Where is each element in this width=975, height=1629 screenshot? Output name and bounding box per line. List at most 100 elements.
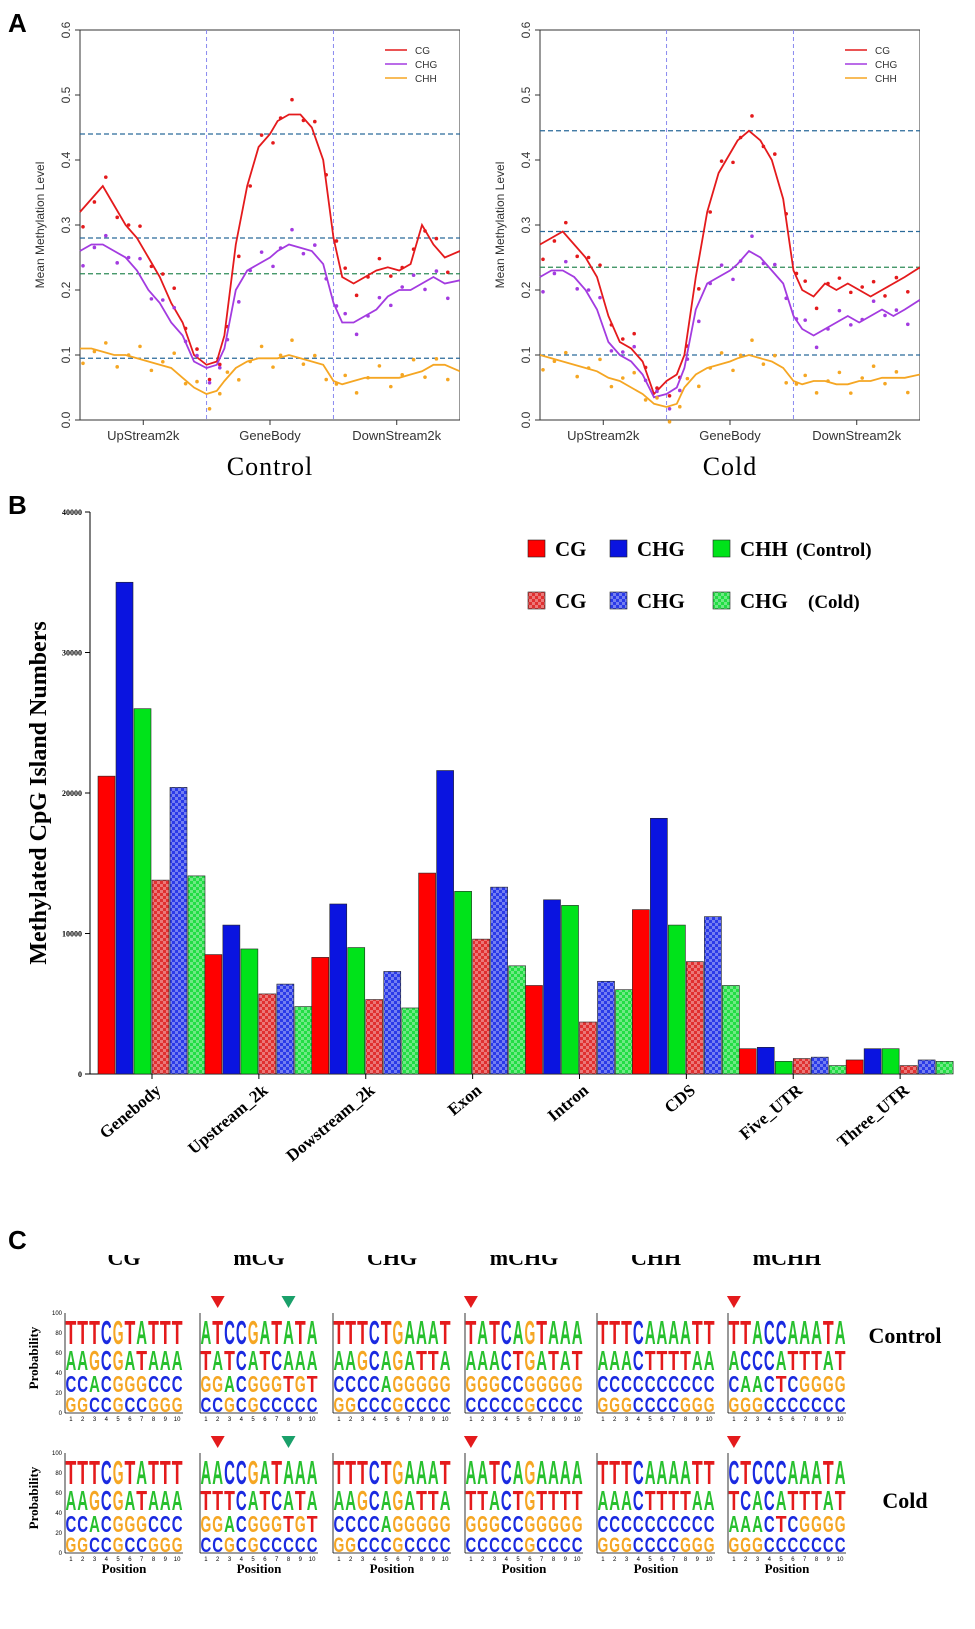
- b-x-tick-label: CDS: [661, 1081, 699, 1117]
- c-logo-letter: A: [160, 1345, 171, 1376]
- c-logo-letter: C: [598, 1511, 609, 1537]
- c-logo-letter: G: [536, 1511, 547, 1537]
- c-x-tick-label: 4: [637, 1557, 641, 1563]
- c-logo-letter: G: [811, 1511, 822, 1537]
- c-logo-letter: C: [66, 1511, 77, 1537]
- c-logo-letter: G: [489, 1511, 500, 1537]
- c-logo-letter: G: [740, 1534, 751, 1557]
- c-x-tick-label: 6: [528, 1417, 532, 1423]
- c-x-tick-label: 5: [779, 1417, 783, 1423]
- c-x-tick-label: 10: [174, 1557, 181, 1563]
- a-control-point-chg: [389, 303, 393, 308]
- c-logo-letter: T: [811, 1485, 822, 1516]
- c-logo-letter: A: [752, 1485, 763, 1516]
- c-logo-letter: C: [740, 1345, 751, 1376]
- c-x-tick-label: 4: [768, 1557, 772, 1563]
- a-cold-x-tick-label: GeneBody: [699, 428, 761, 443]
- a-control-point-chh: [237, 378, 241, 382]
- c-logo-letter: A: [416, 1455, 427, 1492]
- a-cold-point-chg: [837, 308, 842, 313]
- c-logo-letter: A: [752, 1371, 763, 1397]
- c-logo-letter: G: [752, 1394, 763, 1417]
- a-control-point-chg: [218, 365, 222, 370]
- c-logo-letter: G: [811, 1371, 822, 1397]
- c-logo-letter: A: [598, 1345, 609, 1376]
- c-logo-letter: G: [680, 1394, 691, 1417]
- legend-label-1: CHG: [637, 537, 685, 561]
- c-x-tick-label: 3: [93, 1417, 97, 1423]
- c-logo-letter: A: [729, 1345, 740, 1376]
- a-cold-point-chg: [814, 345, 819, 350]
- a-control-point-cg: [259, 133, 264, 137]
- c-x-tick-label: 2: [744, 1557, 748, 1563]
- c-logo-letter: A: [172, 1485, 183, 1516]
- c-logo-letter: G: [248, 1455, 259, 1492]
- c-logo-letter: A: [201, 1455, 212, 1492]
- c-x-tick-label: 8: [552, 1417, 556, 1423]
- c-logo-letter: T: [77, 1315, 88, 1352]
- c-logo-letter: A: [657, 1455, 668, 1492]
- c-logo-letter: C: [295, 1394, 306, 1417]
- a-control-point-chh: [138, 344, 142, 349]
- a-control-y-tick-label: 0.4: [59, 151, 73, 168]
- c-logo-letter: A: [788, 1315, 799, 1352]
- c-logo-letter: C: [101, 1511, 112, 1537]
- c-logo-letter: C: [224, 1315, 235, 1352]
- c-logo-letter: G: [489, 1371, 500, 1397]
- c-x-tick-label: 6: [263, 1417, 267, 1423]
- c-x-tick-label: 4: [505, 1557, 509, 1563]
- c-logo-letter: C: [201, 1534, 212, 1557]
- c-logo-letter: C: [668, 1371, 679, 1397]
- a-control-point-chg: [104, 233, 108, 238]
- c-x-tick-label: 5: [384, 1417, 388, 1423]
- a-control-point-chg: [423, 287, 427, 292]
- a-cold-point-cg: [761, 144, 766, 149]
- c-logo-letter: C: [77, 1511, 88, 1537]
- c-logo-letter: C: [621, 1371, 632, 1397]
- a-cold-point-chg: [667, 406, 672, 411]
- c-logo-letter: A: [560, 1315, 571, 1352]
- c-x-tick-label: 2: [744, 1417, 748, 1423]
- c-x-tick-label: 4: [505, 1417, 509, 1423]
- c-logo-letter: A: [752, 1315, 763, 1352]
- c-logo-letter: G: [201, 1511, 212, 1537]
- a-cold-point-chg: [860, 317, 864, 322]
- a-cold-point-chh: [667, 419, 672, 424]
- c-logo-letter: C: [560, 1394, 571, 1417]
- c-logo-letter: C: [260, 1534, 271, 1557]
- c-y-tick-label: 40: [55, 1511, 62, 1517]
- c-x-tick-label: 1: [337, 1417, 341, 1423]
- c-logo-letter: G: [172, 1394, 183, 1417]
- c-logo-letter: G: [212, 1371, 223, 1397]
- c-logo-letter: G: [393, 1345, 404, 1376]
- a-cold-point-chh: [575, 374, 579, 379]
- c-logo-letter: G: [548, 1511, 559, 1537]
- c-x-tick-label: 3: [228, 1417, 232, 1423]
- c-logo-letter: C: [236, 1315, 247, 1352]
- c-logo-letter: G: [548, 1371, 559, 1397]
- c-logo-letter: G: [89, 1345, 100, 1376]
- c-logo-letter: T: [172, 1315, 183, 1352]
- c-logo-letter: T: [788, 1485, 799, 1516]
- a-cold-point-chg: [708, 281, 712, 286]
- c-x-tick-label: 10: [837, 1417, 844, 1423]
- a-cold-point-cg: [784, 211, 788, 216]
- c-logo-letter: G: [799, 1511, 810, 1537]
- c-x-tick-label: 5: [116, 1417, 120, 1423]
- c-logo-letter: G: [609, 1394, 620, 1417]
- c-logo-letter: A: [536, 1345, 547, 1376]
- a-control-plot-frame: [79, 29, 460, 421]
- c-logo-letter: C: [489, 1394, 500, 1417]
- b-x-tick-label: Three_UTR: [833, 1080, 913, 1151]
- c-position-marker: [726, 1436, 741, 1448]
- c-logo-letter: A: [835, 1455, 846, 1492]
- c-logo-letter: C: [477, 1534, 488, 1557]
- c-x-tick-label: 6: [660, 1417, 664, 1423]
- c-x-tick-label: 3: [756, 1417, 760, 1423]
- c-x-tick-label: 10: [574, 1557, 581, 1563]
- c-logo-letter: T: [609, 1315, 620, 1352]
- bar-genebody-3: [151, 879, 170, 1075]
- c-x-tick-label: 1: [732, 1417, 736, 1423]
- a-cold-point-chh: [552, 359, 557, 364]
